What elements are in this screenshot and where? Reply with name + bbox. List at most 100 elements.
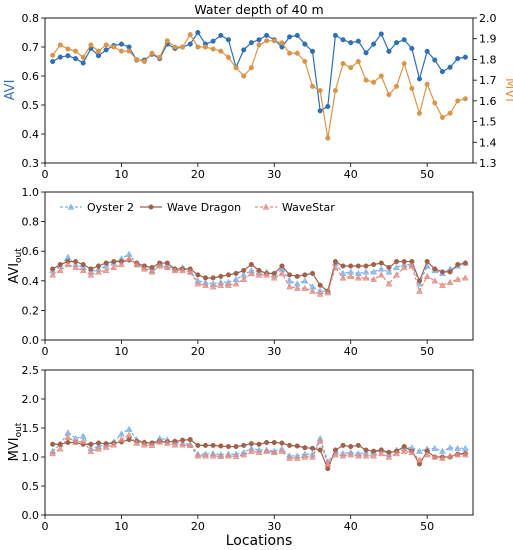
panel1-series-mvi-point-40 bbox=[355, 58, 361, 65]
panel3-series-wave-dragon-point-33 bbox=[302, 445, 308, 451]
panel3-series-wavestar-point-21 bbox=[209, 452, 217, 459]
panel1-y2label: MVI bbox=[502, 78, 513, 102]
panel1-title: Water depth of 40 m bbox=[194, 2, 323, 17]
panel2-series-oyster-2-point-48 bbox=[416, 280, 423, 287]
panel2-ylabel: AVIout bbox=[7, 248, 24, 284]
panel2-series-wavestar-point-42 bbox=[370, 275, 378, 282]
panel2-series-wave-dragon-point-35 bbox=[317, 282, 323, 288]
panel2-series-wave-dragon-point-53 bbox=[455, 261, 461, 268]
panel3-axes-frame bbox=[44, 369, 474, 516]
panel1-series-avi-point-25 bbox=[241, 47, 247, 53]
panel2-series-wave-dragon-point-41 bbox=[363, 263, 369, 269]
panel1-series-mvi-point-15 bbox=[164, 38, 170, 44]
panel2-series-wave-dragon-point-0 bbox=[50, 266, 56, 272]
x-tick-label-10: 10 bbox=[114, 168, 128, 181]
panel1-series-avi-point-39 bbox=[348, 40, 354, 46]
panel3-series-wave-dragon-point-22 bbox=[218, 443, 224, 449]
panel2-series-wavestar-point-25 bbox=[240, 275, 248, 282]
panel1-series-avi-point-53 bbox=[455, 56, 461, 62]
panel3-series-wavestar-point-27 bbox=[255, 448, 263, 456]
panel1-series-mvi-point-18 bbox=[187, 32, 193, 38]
panel3-series-wavestar-point-30 bbox=[278, 447, 286, 454]
panel2-series-wavestar-point-45 bbox=[393, 271, 400, 278]
x-tick-label-40: 40 bbox=[344, 345, 358, 358]
panel2-series-wavestar-point-10 bbox=[125, 255, 133, 262]
panel3-series-wavestar-point-32 bbox=[293, 454, 301, 461]
panel2-series-wave-dragon-point-32 bbox=[294, 273, 300, 279]
panel2-series-wave-dragon-point-23 bbox=[225, 272, 231, 278]
panel1-series-avi-point-41 bbox=[363, 50, 369, 56]
panel3-series-wave-dragon-point-5 bbox=[88, 441, 94, 447]
panel1-series-mvi-point-54 bbox=[462, 96, 468, 102]
panel3-series-wavestar-point-25 bbox=[240, 451, 248, 458]
panel1-series-mvi-point-4 bbox=[80, 54, 86, 60]
panel2-series-wave-dragon-point-43 bbox=[378, 260, 384, 266]
panel3-series-wavestar-point-28 bbox=[263, 447, 271, 454]
panel1-x-ticks: 0 10 20 30 40 50 bbox=[42, 163, 434, 181]
panel1-series-avi-point-52 bbox=[447, 64, 453, 70]
panel3-series-wave-dragon-point-2 bbox=[65, 439, 71, 446]
panel3-x-ticks: 0 10 20 30 40 50 bbox=[42, 515, 434, 533]
panel2-series-wave-dragon-point-5 bbox=[88, 266, 94, 272]
panel2-series-wavestar-point-11 bbox=[133, 261, 141, 268]
panel2-series-oyster-2-point-33 bbox=[301, 277, 309, 284]
panel3-ylabel-main: MVI bbox=[7, 437, 22, 461]
panel2-series-wave-dragon-point-34 bbox=[309, 270, 316, 276]
panel1-series-mvi-point-3 bbox=[73, 48, 79, 54]
panel2-series-wave-dragon-point-31 bbox=[287, 272, 293, 278]
panel3-series-wavestar-point-4 bbox=[79, 437, 87, 444]
panel1-series-mvi-point-42 bbox=[371, 79, 377, 85]
panel3-xlabel: Locations bbox=[226, 533, 293, 549]
x-tick-label-40: 40 bbox=[344, 168, 358, 181]
panel2-series-wavestar-point-39 bbox=[347, 272, 355, 280]
panel3-series-wave-dragon-point-25 bbox=[241, 442, 247, 448]
panel2-series-wavestar-point-20 bbox=[202, 281, 209, 288]
panel3-series-oyster-2-point-54 bbox=[461, 444, 469, 451]
panel1-series-mvi-point-25 bbox=[241, 73, 247, 79]
panel3-series-wave-dragon-point-30 bbox=[279, 440, 285, 446]
panel3-series-wavestar-point-20 bbox=[202, 452, 209, 459]
legend-label-0: Oyster 2 bbox=[87, 201, 134, 214]
panel1-series-avi-point-4 bbox=[80, 60, 86, 66]
panel2-series-wavestar-point-18 bbox=[186, 268, 194, 275]
panel1-series-mvi-point-6 bbox=[95, 48, 102, 54]
legend: Oyster 2 Wave Dragon WaveStar bbox=[60, 201, 335, 214]
panel3-series-wavestar-point-7 bbox=[102, 443, 110, 450]
panel2-series-wave-dragon-point-26 bbox=[248, 261, 254, 268]
panel1-marks bbox=[50, 29, 468, 141]
panel2-series-wave-dragon-point-30 bbox=[279, 263, 285, 269]
panel3-series-wavestar-point-39 bbox=[347, 451, 355, 458]
panel1-series-avi-point-44 bbox=[386, 48, 392, 54]
panel1-series-mvi-point-50 bbox=[432, 100, 438, 106]
panel2-series-wave-dragon-point-42 bbox=[371, 261, 377, 268]
panel2-series-wavestar-point-5 bbox=[87, 271, 95, 278]
panel3-series-wavestar-point-23 bbox=[225, 452, 232, 459]
panel2-series-wavestar-point-23 bbox=[225, 281, 232, 288]
panel2-series-wavestar-point-16 bbox=[171, 266, 179, 274]
panel2-series-wavestar-point-50 bbox=[431, 277, 439, 284]
panel3-series-wavestar-point-42 bbox=[370, 452, 378, 459]
panel1-series-mvi-point-20 bbox=[202, 44, 209, 50]
panel1-series-mvi-point-49 bbox=[424, 81, 430, 87]
panel2-series-wave-dragon-point-40 bbox=[355, 263, 361, 269]
panel2-series-wave-dragon-point-6 bbox=[95, 263, 102, 269]
panel1-series-mvi-point-37 bbox=[332, 87, 338, 94]
y2-tick-label-2: 2.0 bbox=[479, 12, 497, 25]
panel1-series-avi-point-34 bbox=[309, 48, 316, 54]
panel2-series-wavestar-point-3 bbox=[72, 263, 79, 271]
panel1-ylabel: AVI bbox=[3, 80, 18, 101]
panel2-series-wave-dragon-point-1 bbox=[57, 261, 63, 268]
panel1-series-avi-point-50 bbox=[432, 57, 438, 63]
panel3-series-wave-dragon-point-29 bbox=[271, 439, 277, 446]
panel1-series-avi-point-19 bbox=[195, 29, 201, 36]
panel2-series-wavestar-point-41 bbox=[362, 274, 370, 281]
panel2-series-wave-dragon-point-38 bbox=[340, 263, 346, 269]
panel2-series-oyster-2-point-43 bbox=[377, 265, 385, 272]
panel1-series-mvi-point-38 bbox=[340, 61, 346, 67]
panel1-series-avi-point-37 bbox=[332, 32, 338, 38]
panel2-series-wavestar-point-54 bbox=[461, 274, 469, 281]
panel2-series-wave-dragon-point-51 bbox=[439, 269, 445, 275]
panel2-series-wavestar-point-37 bbox=[332, 263, 339, 271]
panel1-series-mvi-point-31 bbox=[287, 50, 293, 56]
y2-tick-label-1.4: 1.4 bbox=[479, 136, 497, 149]
